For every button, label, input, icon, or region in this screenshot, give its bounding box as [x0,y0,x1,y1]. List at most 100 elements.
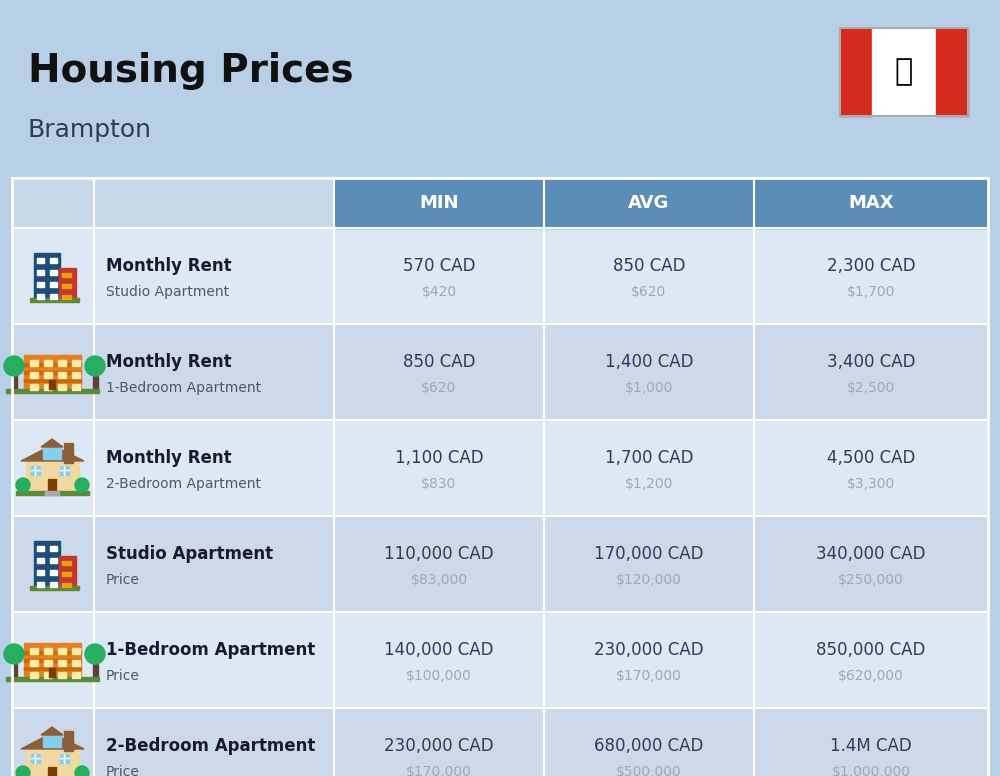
Text: 230,000 CAD: 230,000 CAD [384,737,494,755]
Bar [50,546,57,551]
Text: Price: Price [106,765,140,776]
Bar [37,582,44,587]
Bar [37,294,44,299]
Text: 850 CAD: 850 CAD [613,257,685,275]
Polygon shape [21,445,84,461]
Text: 2-Bedroom Apartment: 2-Bedroom Apartment [106,477,261,491]
Bar [30,384,38,390]
Text: 110,000 CAD: 110,000 CAD [384,545,494,563]
Bar [12,420,988,516]
Bar [44,384,52,390]
Bar [72,672,80,678]
Text: $170,000: $170,000 [616,669,682,683]
Bar [30,372,38,378]
Bar [62,572,71,576]
Circle shape [4,356,24,376]
Bar [12,178,334,228]
Bar [12,324,988,420]
Bar [12,664,17,679]
Bar [24,355,81,389]
Text: Monthly Rent: Monthly Rent [106,257,232,275]
Bar [37,546,44,551]
Bar [37,558,44,563]
Bar [48,479,56,491]
Circle shape [16,766,30,776]
Bar [93,664,98,679]
Bar [44,360,52,366]
Bar [50,258,57,263]
Bar [59,268,76,298]
Bar [30,648,38,654]
Bar [45,491,59,495]
Bar [37,570,44,575]
Bar [24,651,81,654]
Circle shape [75,478,89,492]
Text: Monthly Rent: Monthly Rent [106,353,232,371]
Bar [754,178,988,228]
Circle shape [16,478,30,492]
Bar [840,28,968,116]
Text: Brampton: Brampton [28,118,152,142]
Bar [12,612,988,708]
Text: $2,500: $2,500 [847,381,895,395]
Bar [936,28,968,116]
Text: $170,000: $170,000 [406,765,472,776]
Bar [44,648,52,654]
Bar [12,708,988,776]
Bar [58,672,66,678]
Bar [44,672,52,678]
Bar [26,461,79,491]
Bar [6,677,99,681]
Bar [30,586,79,590]
Text: $1,000: $1,000 [625,381,673,395]
Text: 570 CAD: 570 CAD [403,257,475,275]
Bar [43,735,61,747]
Text: Price: Price [106,573,140,587]
Text: 1,100 CAD: 1,100 CAD [395,449,483,467]
Bar [37,258,44,263]
Bar [60,754,69,763]
Text: 2-Bedroom Apartment: 2-Bedroom Apartment [106,737,315,755]
Bar [16,491,89,495]
Bar [62,583,71,587]
Text: $1,000,000: $1,000,000 [832,765,910,776]
Bar [34,253,60,298]
Bar [44,660,52,666]
Bar [24,363,81,366]
Bar [49,380,55,389]
Bar [58,372,66,378]
Text: 🍁: 🍁 [895,57,913,86]
Bar [24,379,81,382]
Text: $620: $620 [421,381,457,395]
Text: AVG: AVG [628,194,670,212]
Text: $1,200: $1,200 [625,477,673,491]
Bar [840,28,872,116]
Bar [30,672,38,678]
Text: 230,000 CAD: 230,000 CAD [594,641,704,659]
Bar [334,178,544,228]
Text: Price: Price [106,669,140,683]
Text: $830: $830 [421,477,457,491]
Circle shape [75,766,89,776]
Text: 850 CAD: 850 CAD [403,353,475,371]
Bar [26,749,79,776]
Bar [93,376,98,391]
Polygon shape [41,727,63,735]
Bar [58,648,66,654]
Text: MAX: MAX [848,194,894,212]
Text: 1.4M CAD: 1.4M CAD [830,737,912,755]
Bar [12,376,17,391]
Text: 140,000 CAD: 140,000 CAD [384,641,494,659]
Bar [37,282,44,287]
Bar [6,389,99,393]
Bar [59,556,76,586]
Bar [44,372,52,378]
Text: Studio Apartment: Studio Apartment [106,545,273,563]
Text: 1-Bedroom Apartment: 1-Bedroom Apartment [106,641,315,659]
Bar [31,466,40,475]
Bar [544,178,754,228]
Bar [48,767,56,776]
Text: $83,000: $83,000 [410,573,468,587]
Bar [72,372,80,378]
Text: $420: $420 [421,285,457,299]
